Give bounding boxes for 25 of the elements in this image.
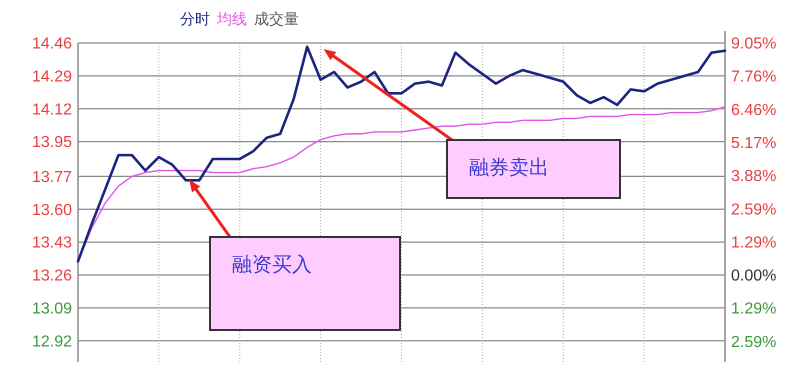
y-tick-label: 14.29 [32, 68, 72, 86]
annotation: 融券卖出 [469, 157, 549, 179]
y2-tick-label: 2.59% [731, 334, 776, 352]
y2-tick-label: 3.88% [731, 168, 776, 186]
text: 分时 [180, 11, 210, 28]
y-tick-label: 14.12 [32, 101, 72, 118]
y2-tick-label: 2.59% [731, 201, 776, 218]
y-tick-label: 14.46 [32, 36, 72, 53]
y-tick-label: 13.77 [32, 169, 72, 186]
y-tick-label: 13.26 [32, 268, 72, 285]
y-tick-label: 12.92 [32, 333, 72, 350]
y2-tick-label: 9.05% [731, 36, 776, 53]
y2-tick-label: 0.00% [731, 268, 776, 285]
annotation: 融资买入 [232, 254, 312, 276]
y-tick-label: 13.09 [32, 300, 72, 318]
y-tick-label: 13.43 [32, 234, 72, 252]
text: 成交量 [254, 11, 299, 28]
y-tick-label: 13.95 [32, 134, 72, 152]
y2-tick-label: 6.46% [731, 102, 776, 120]
y2-tick-label: 1.29% [731, 234, 776, 252]
text: 均线 [216, 11, 247, 28]
y2-tick-label: 7.76% [731, 68, 776, 86]
y-tick-label: 13.60 [32, 202, 72, 219]
y2-tick-label: 1.29% [731, 300, 776, 318]
y2-tick-label: 5.17% [731, 135, 776, 152]
